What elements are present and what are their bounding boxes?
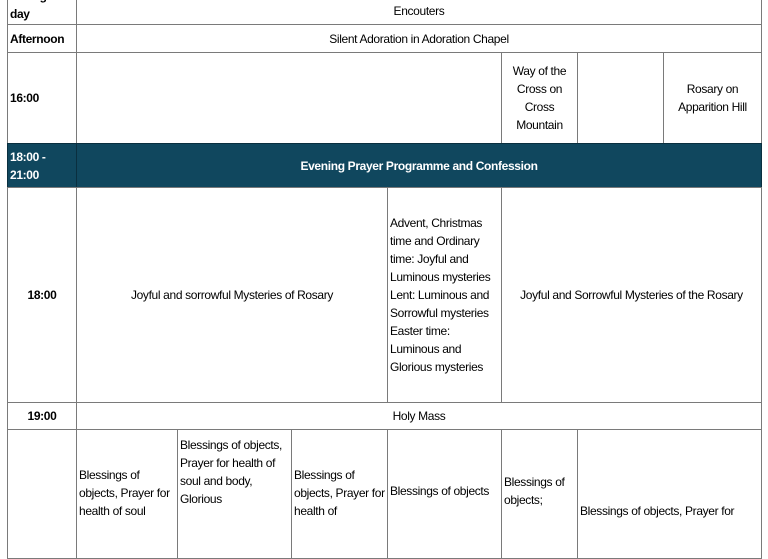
activity-cell: Blessings of objects; <box>501 429 578 559</box>
activity-label: Silent Adoration in Adoration Chapel <box>329 31 509 46</box>
section-header: Evening Prayer Programme and Confession <box>76 143 762 188</box>
time-cell: During the day <box>7 0 77 25</box>
time-cell: 16:00 <box>7 52 77 144</box>
empty-cell <box>76 52 502 144</box>
time-label: During the day <box>10 0 67 21</box>
activity-cell: Advent, Christmas time and Ordinary time… <box>387 187 502 403</box>
activity-label: Joyful and sorrowful Mysteries of Rosary <box>130 288 334 302</box>
activity-cell: Blessings of objects, Prayer for health … <box>291 429 388 559</box>
activity-label: Joyful and Sorrowful Mysteries of the Ro… <box>520 288 743 302</box>
time-cell: 19:00 <box>7 402 77 430</box>
activity-cell: Blessings of objects, Prayer for health … <box>76 429 178 559</box>
activity-cell: Blessings of objects, Prayer for health … <box>177 429 292 559</box>
activity-label: Rosary on Apparition Hill <box>678 82 747 114</box>
activity-label: Advent, Christmas time and Ordinary time… <box>390 216 491 284</box>
time-label: Afternoon <box>10 31 65 46</box>
time-label: 18:00 - 21:00 <box>10 149 46 182</box>
activity-label: Blessings of objects, Prayer for <box>580 504 735 518</box>
activity-label: Blessings of objects; <box>504 475 565 507</box>
activity-cell: Blessings of objects <box>387 429 502 559</box>
time-cell: Afternoon <box>7 24 77 53</box>
time-cell: 18:00 - 21:00 <box>7 143 77 188</box>
activity-label: Encouters <box>393 4 445 18</box>
activity-cell: Holy Mass <box>76 402 762 430</box>
activity-cell: Joyful and Sorrowful Mysteries of the Ro… <box>501 187 762 403</box>
activity-cell: Rosary on Apparition Hill <box>663 52 762 144</box>
activity-label: Blessings of objects, Prayer for health … <box>180 438 283 506</box>
section-title: Evening Prayer Programme and Confession <box>300 158 538 173</box>
activity-cell: Way of the Cross on Cross Mountain <box>501 52 578 144</box>
activity-label: Way of the Cross on Cross Mountain <box>512 64 567 132</box>
activity-cell: Encouters <box>76 0 762 25</box>
time-label: 19:00 <box>27 409 57 423</box>
time-cell <box>7 429 77 559</box>
activity-label: Blessings of objects <box>390 484 490 498</box>
activity-cell: Blessings of objects, Prayer for <box>577 429 762 559</box>
activity-label: Lent: Luminous and Sorrowful mysteries <box>390 288 490 320</box>
time-label: 18:00 <box>27 288 57 302</box>
activity-cell: Joyful and sorrowful Mysteries of Rosary <box>76 187 388 403</box>
activity-cell: Silent Adoration in Adoration Chapel <box>76 24 762 53</box>
activity-label: Holy Mass <box>392 409 446 423</box>
empty-cell <box>577 52 664 144</box>
time-cell: 18:00 <box>7 187 77 403</box>
time-label: 16:00 <box>10 91 39 105</box>
activity-label: Easter time: Luminous and Glorious myste… <box>390 324 484 374</box>
